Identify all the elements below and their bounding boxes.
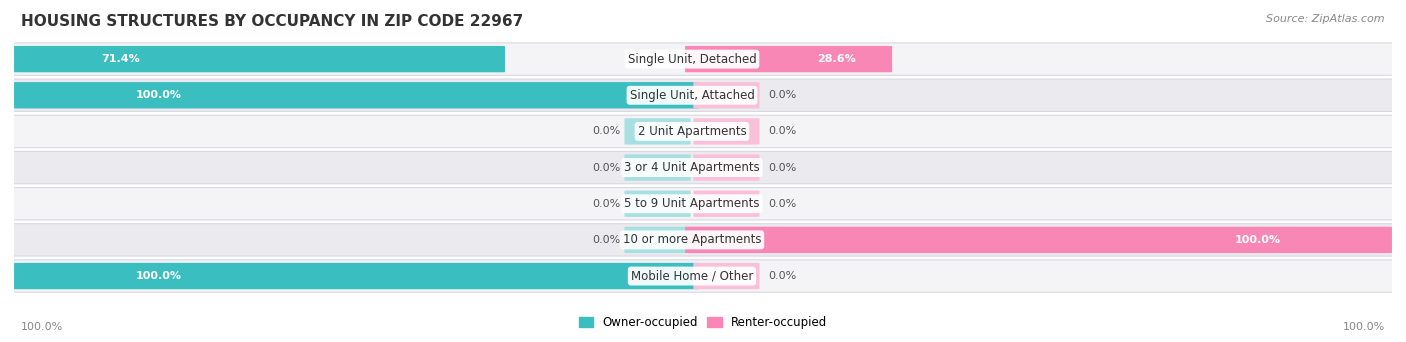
Text: 5 to 9 Unit Apartments: 5 to 9 Unit Apartments [624, 197, 759, 210]
Text: 0.0%: 0.0% [592, 162, 620, 173]
Text: 0.0%: 0.0% [768, 162, 796, 173]
FancyBboxPatch shape [693, 190, 759, 217]
Text: 0.0%: 0.0% [768, 127, 796, 136]
FancyBboxPatch shape [693, 155, 759, 181]
FancyBboxPatch shape [0, 43, 1406, 75]
FancyBboxPatch shape [0, 260, 1406, 292]
FancyBboxPatch shape [624, 227, 690, 253]
Text: Single Unit, Attached: Single Unit, Attached [630, 89, 755, 102]
Text: 10 or more Apartments: 10 or more Apartments [623, 233, 761, 246]
Text: 0.0%: 0.0% [592, 127, 620, 136]
Text: 100.0%: 100.0% [21, 322, 63, 332]
Text: 0.0%: 0.0% [592, 199, 620, 209]
FancyBboxPatch shape [685, 46, 893, 72]
FancyBboxPatch shape [624, 190, 690, 217]
Text: 100.0%: 100.0% [1343, 322, 1385, 332]
Legend: Owner-occupied, Renter-occupied: Owner-occupied, Renter-occupied [574, 311, 832, 334]
FancyBboxPatch shape [0, 224, 1406, 256]
FancyBboxPatch shape [693, 263, 759, 289]
Text: 0.0%: 0.0% [768, 199, 796, 209]
Text: HOUSING STRUCTURES BY OCCUPANCY IN ZIP CODE 22967: HOUSING STRUCTURES BY OCCUPANCY IN ZIP C… [21, 14, 523, 29]
Text: Mobile Home / Other: Mobile Home / Other [631, 269, 754, 282]
FancyBboxPatch shape [685, 227, 1392, 253]
FancyBboxPatch shape [693, 82, 759, 108]
FancyBboxPatch shape [693, 118, 759, 145]
Text: 100.0%: 100.0% [136, 271, 183, 281]
FancyBboxPatch shape [624, 118, 690, 145]
Text: 2 Unit Apartments: 2 Unit Apartments [637, 125, 747, 138]
Text: 100.0%: 100.0% [136, 90, 183, 100]
FancyBboxPatch shape [0, 115, 1406, 148]
FancyBboxPatch shape [0, 79, 1406, 111]
Text: 71.4%: 71.4% [101, 54, 141, 64]
Text: Source: ZipAtlas.com: Source: ZipAtlas.com [1267, 14, 1385, 24]
Text: 0.0%: 0.0% [768, 90, 796, 100]
FancyBboxPatch shape [0, 187, 1406, 220]
Text: 0.0%: 0.0% [768, 271, 796, 281]
FancyBboxPatch shape [14, 82, 699, 108]
FancyBboxPatch shape [14, 46, 505, 72]
Text: Single Unit, Detached: Single Unit, Detached [627, 53, 756, 66]
FancyBboxPatch shape [14, 263, 699, 289]
Text: 28.6%: 28.6% [817, 54, 856, 64]
Text: 100.0%: 100.0% [1234, 235, 1281, 245]
FancyBboxPatch shape [624, 155, 690, 181]
Text: 0.0%: 0.0% [592, 235, 620, 245]
FancyBboxPatch shape [0, 152, 1406, 184]
Text: 3 or 4 Unit Apartments: 3 or 4 Unit Apartments [624, 161, 759, 174]
